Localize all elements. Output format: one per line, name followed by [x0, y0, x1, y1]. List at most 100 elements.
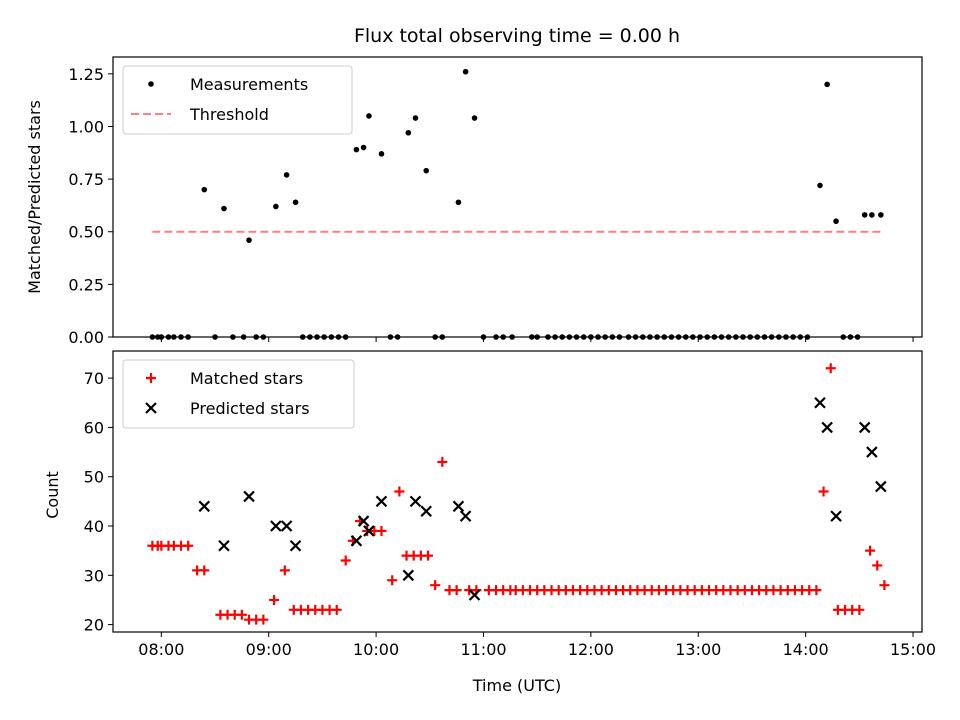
measurement-point: [366, 113, 372, 119]
legend-measurement-swatch: [148, 81, 154, 87]
matched-star-point: [825, 363, 836, 374]
x-tick-label: 10:00: [353, 640, 399, 659]
matched-star-point: [865, 545, 876, 556]
chart-title: Flux total observing time = 0.00 h: [354, 25, 680, 47]
predicted-star-point: [363, 525, 375, 537]
legend-box: [122, 65, 353, 135]
matched-star-point: [279, 565, 290, 576]
measurement-point: [462, 68, 469, 75]
predicted-star-point: [875, 480, 887, 493]
measurement-point: [273, 203, 279, 210]
predicted-star-point: [375, 495, 388, 508]
legend-entry-label: Matched stars: [190, 369, 303, 388]
legend-entry-label: Predicted stars: [190, 399, 310, 418]
predicted-star-point: [270, 520, 282, 532]
predicted-star-point: [218, 539, 230, 552]
legend-predicted-swatch: [145, 402, 157, 414]
y-tick-label: 40: [84, 517, 104, 536]
predicted-star-point: [198, 500, 211, 513]
measurement-point: [292, 199, 299, 206]
matched-star-point: [872, 560, 883, 571]
predicted-star-point: [459, 510, 472, 522]
bottom-plot: 08:00 09:00 10:00 11:00 12:00 13:00 14:00 15:00…: [84, 350, 936, 659]
measurement-point: [423, 167, 430, 174]
measurement-point: [817, 182, 823, 189]
predicted-star-point: [468, 589, 481, 601]
matched-star-point: [818, 486, 829, 497]
measurement-point: [833, 218, 839, 225]
matched-star-point: [811, 585, 822, 596]
matched-star-point: [258, 614, 269, 625]
predicted-star-point: [409, 495, 422, 508]
matched-star-point: [387, 575, 398, 586]
y-tick-label: 20: [84, 616, 104, 635]
measurement-point: [869, 212, 875, 218]
predicted-star-point: [814, 396, 826, 409]
x-tick-label: 11:00: [460, 640, 506, 659]
predicted-star-point: [280, 520, 293, 532]
y-tick-label: 30: [84, 566, 104, 585]
x-axis-label: Time (UTC): [472, 676, 561, 695]
matched-star-point: [423, 550, 434, 561]
predicted-star-point: [821, 421, 833, 434]
x-tick-label: 09:00: [246, 640, 292, 659]
x-tick-label: 12:00: [568, 640, 614, 659]
measurement-point: [378, 151, 385, 157]
measurement-point: [878, 212, 884, 218]
top-y-axis-label: Matched/Predicted stars: [25, 100, 44, 294]
series-predicted-stars: [198, 396, 887, 601]
y-tick-label: 0.50: [68, 223, 104, 242]
top-plot: 0.00 0.25 0.50 0.75 1.00 1.25 Measurements Thre…: [68, 56, 923, 347]
matched-star-point: [394, 486, 405, 497]
y-tick-label: 0.25: [68, 275, 104, 294]
predicted-star-point: [858, 421, 871, 434]
y-tick-label: 1.25: [68, 65, 104, 84]
x-tick-label: 14:00: [783, 640, 829, 659]
matched-star-point: [236, 609, 247, 620]
axes-frame: [112, 350, 923, 633]
measurement-point: [353, 146, 360, 153]
bottom-y-axis-label: Count: [43, 471, 62, 519]
measurement-point: [471, 115, 478, 121]
axes-frame: [112, 56, 923, 338]
legend-entry-label: Measurements: [190, 75, 308, 94]
matched-star-point: [879, 580, 890, 591]
measurement-point: [412, 115, 419, 121]
series-matched-stars: [147, 363, 890, 625]
predicted-star-point: [350, 535, 363, 547]
measurement-point: [246, 237, 252, 243]
predicted-star-point: [866, 446, 878, 458]
matched-star-point: [269, 594, 280, 605]
matched-star-point: [430, 580, 441, 591]
matched-star-point: [376, 525, 387, 536]
y-tick-label: 60: [84, 418, 104, 437]
matched-star-point: [437, 456, 448, 467]
x-tick-label: 15:00: [890, 640, 936, 659]
measurement-point: [861, 212, 868, 218]
measurement-point: [360, 144, 367, 151]
matched-star-point: [331, 604, 342, 615]
matched-star-point: [451, 585, 462, 596]
measurement-point: [455, 199, 462, 206]
matched-star-point: [854, 604, 865, 615]
predicted-star-point: [243, 490, 255, 503]
predicted-star-point: [420, 505, 432, 517]
matched-star-point: [183, 540, 194, 551]
matched-star-point: [199, 565, 210, 576]
predicted-star-point: [452, 500, 465, 513]
y-tick-label: 1.00: [68, 117, 104, 136]
legend-entry-label: Threshold: [189, 105, 269, 124]
y-tick-label: 70: [84, 369, 104, 388]
measurement-point: [824, 81, 830, 88]
y-tick-label: 0.00: [68, 328, 104, 347]
y-tick-label: 50: [84, 468, 104, 487]
predicted-star-point: [289, 539, 302, 552]
legend-matched-swatch: [146, 373, 156, 383]
predicted-star-point: [830, 510, 842, 522]
measurement-point: [405, 129, 412, 136]
matched-star-point: [340, 555, 351, 566]
x-tick-label: 13:00: [675, 640, 721, 659]
measurement-point: [283, 172, 290, 178]
legend-box: [122, 359, 355, 429]
